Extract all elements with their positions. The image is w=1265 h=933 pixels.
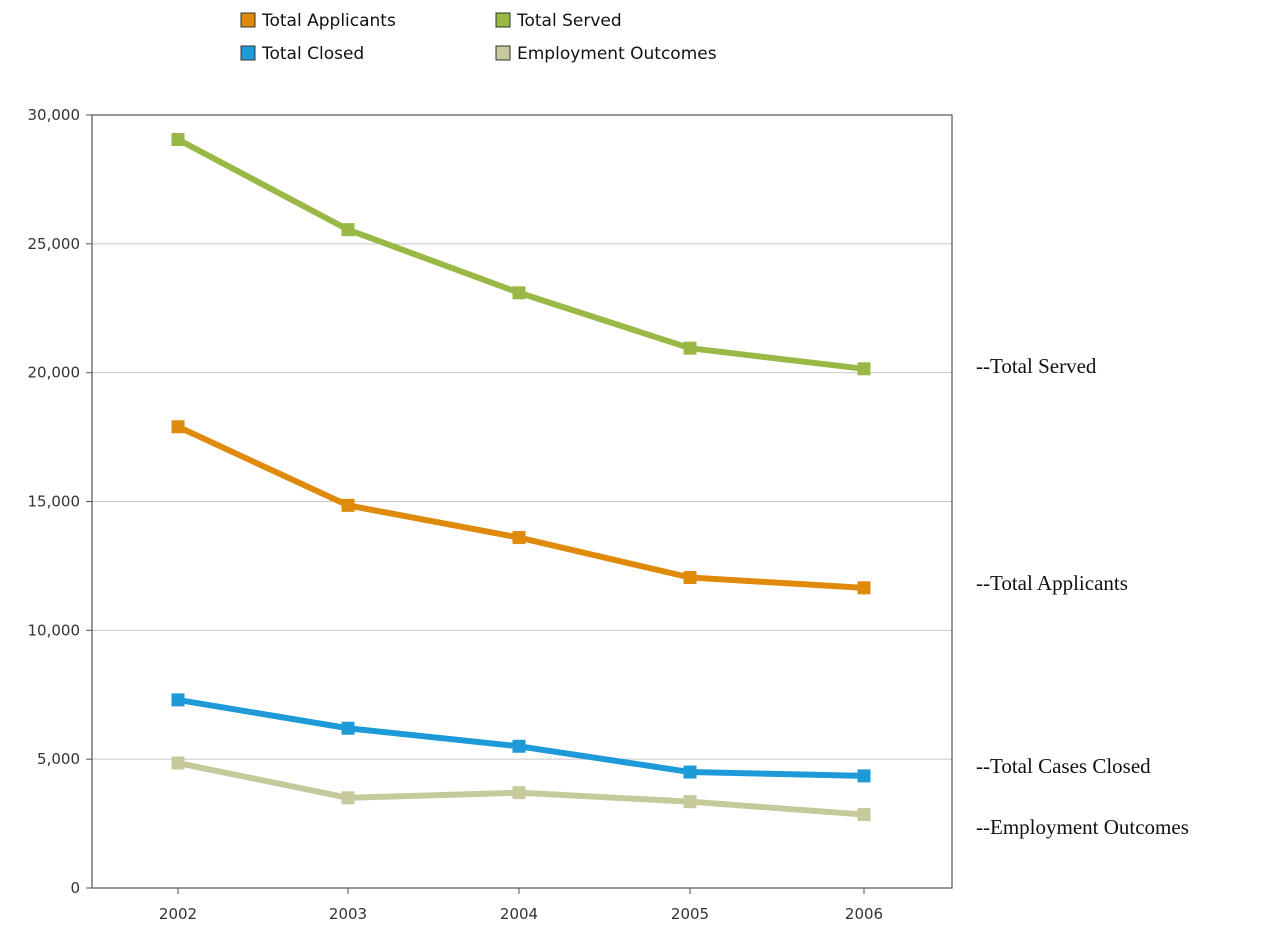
series-line (175, 696, 867, 779)
data-point (341, 223, 355, 237)
legend-label: Total Served (516, 11, 622, 31)
data-point (683, 795, 697, 809)
series-annotation: --Employment Outcomes (976, 815, 1189, 839)
legend-label: Employment Outcomes (517, 44, 717, 64)
data-point (857, 581, 871, 595)
x-tick-label: 2002 (159, 905, 197, 923)
data-point (512, 739, 526, 753)
legend-swatch (495, 12, 511, 28)
data-point (512, 786, 526, 800)
data-point (683, 571, 697, 585)
y-tick-label: 5,000 (37, 750, 80, 768)
x-tick-label: 2005 (671, 905, 709, 923)
data-point (171, 132, 185, 146)
x-tick-label: 2004 (500, 905, 538, 923)
data-point (341, 498, 355, 512)
data-point (683, 341, 697, 355)
data-point (857, 362, 871, 376)
data-point (171, 693, 185, 707)
data-point (857, 808, 871, 822)
y-tick-label: 20,000 (28, 364, 81, 382)
series-annotation: --Total Applicants (976, 571, 1128, 595)
data-point (512, 531, 526, 545)
legend-label: Total Closed (261, 44, 364, 64)
legend-label: Total Applicants (261, 11, 396, 31)
legend-swatch (495, 45, 511, 61)
y-tick-label: 30,000 (28, 106, 81, 124)
data-point (683, 765, 697, 779)
series-line (175, 423, 867, 591)
y-tick-label: 25,000 (28, 235, 81, 253)
y-tick-label: 10,000 (28, 621, 81, 639)
data-point (857, 769, 871, 783)
y-tick-label: 15,000 (28, 493, 81, 511)
x-tick-label: 2006 (845, 905, 883, 923)
series-line (175, 136, 867, 372)
legend-swatch (240, 45, 256, 61)
y-tick-label: 0 (70, 879, 80, 897)
data-point (341, 721, 355, 735)
data-point (512, 286, 526, 300)
x-tick-label: 2003 (329, 905, 367, 923)
data-point (341, 791, 355, 805)
legend-swatch (240, 12, 256, 28)
series-annotation: --Total Served (976, 354, 1097, 378)
series-annotation: --Total Cases Closed (976, 754, 1151, 778)
data-point (171, 420, 185, 434)
data-point (171, 756, 185, 770)
